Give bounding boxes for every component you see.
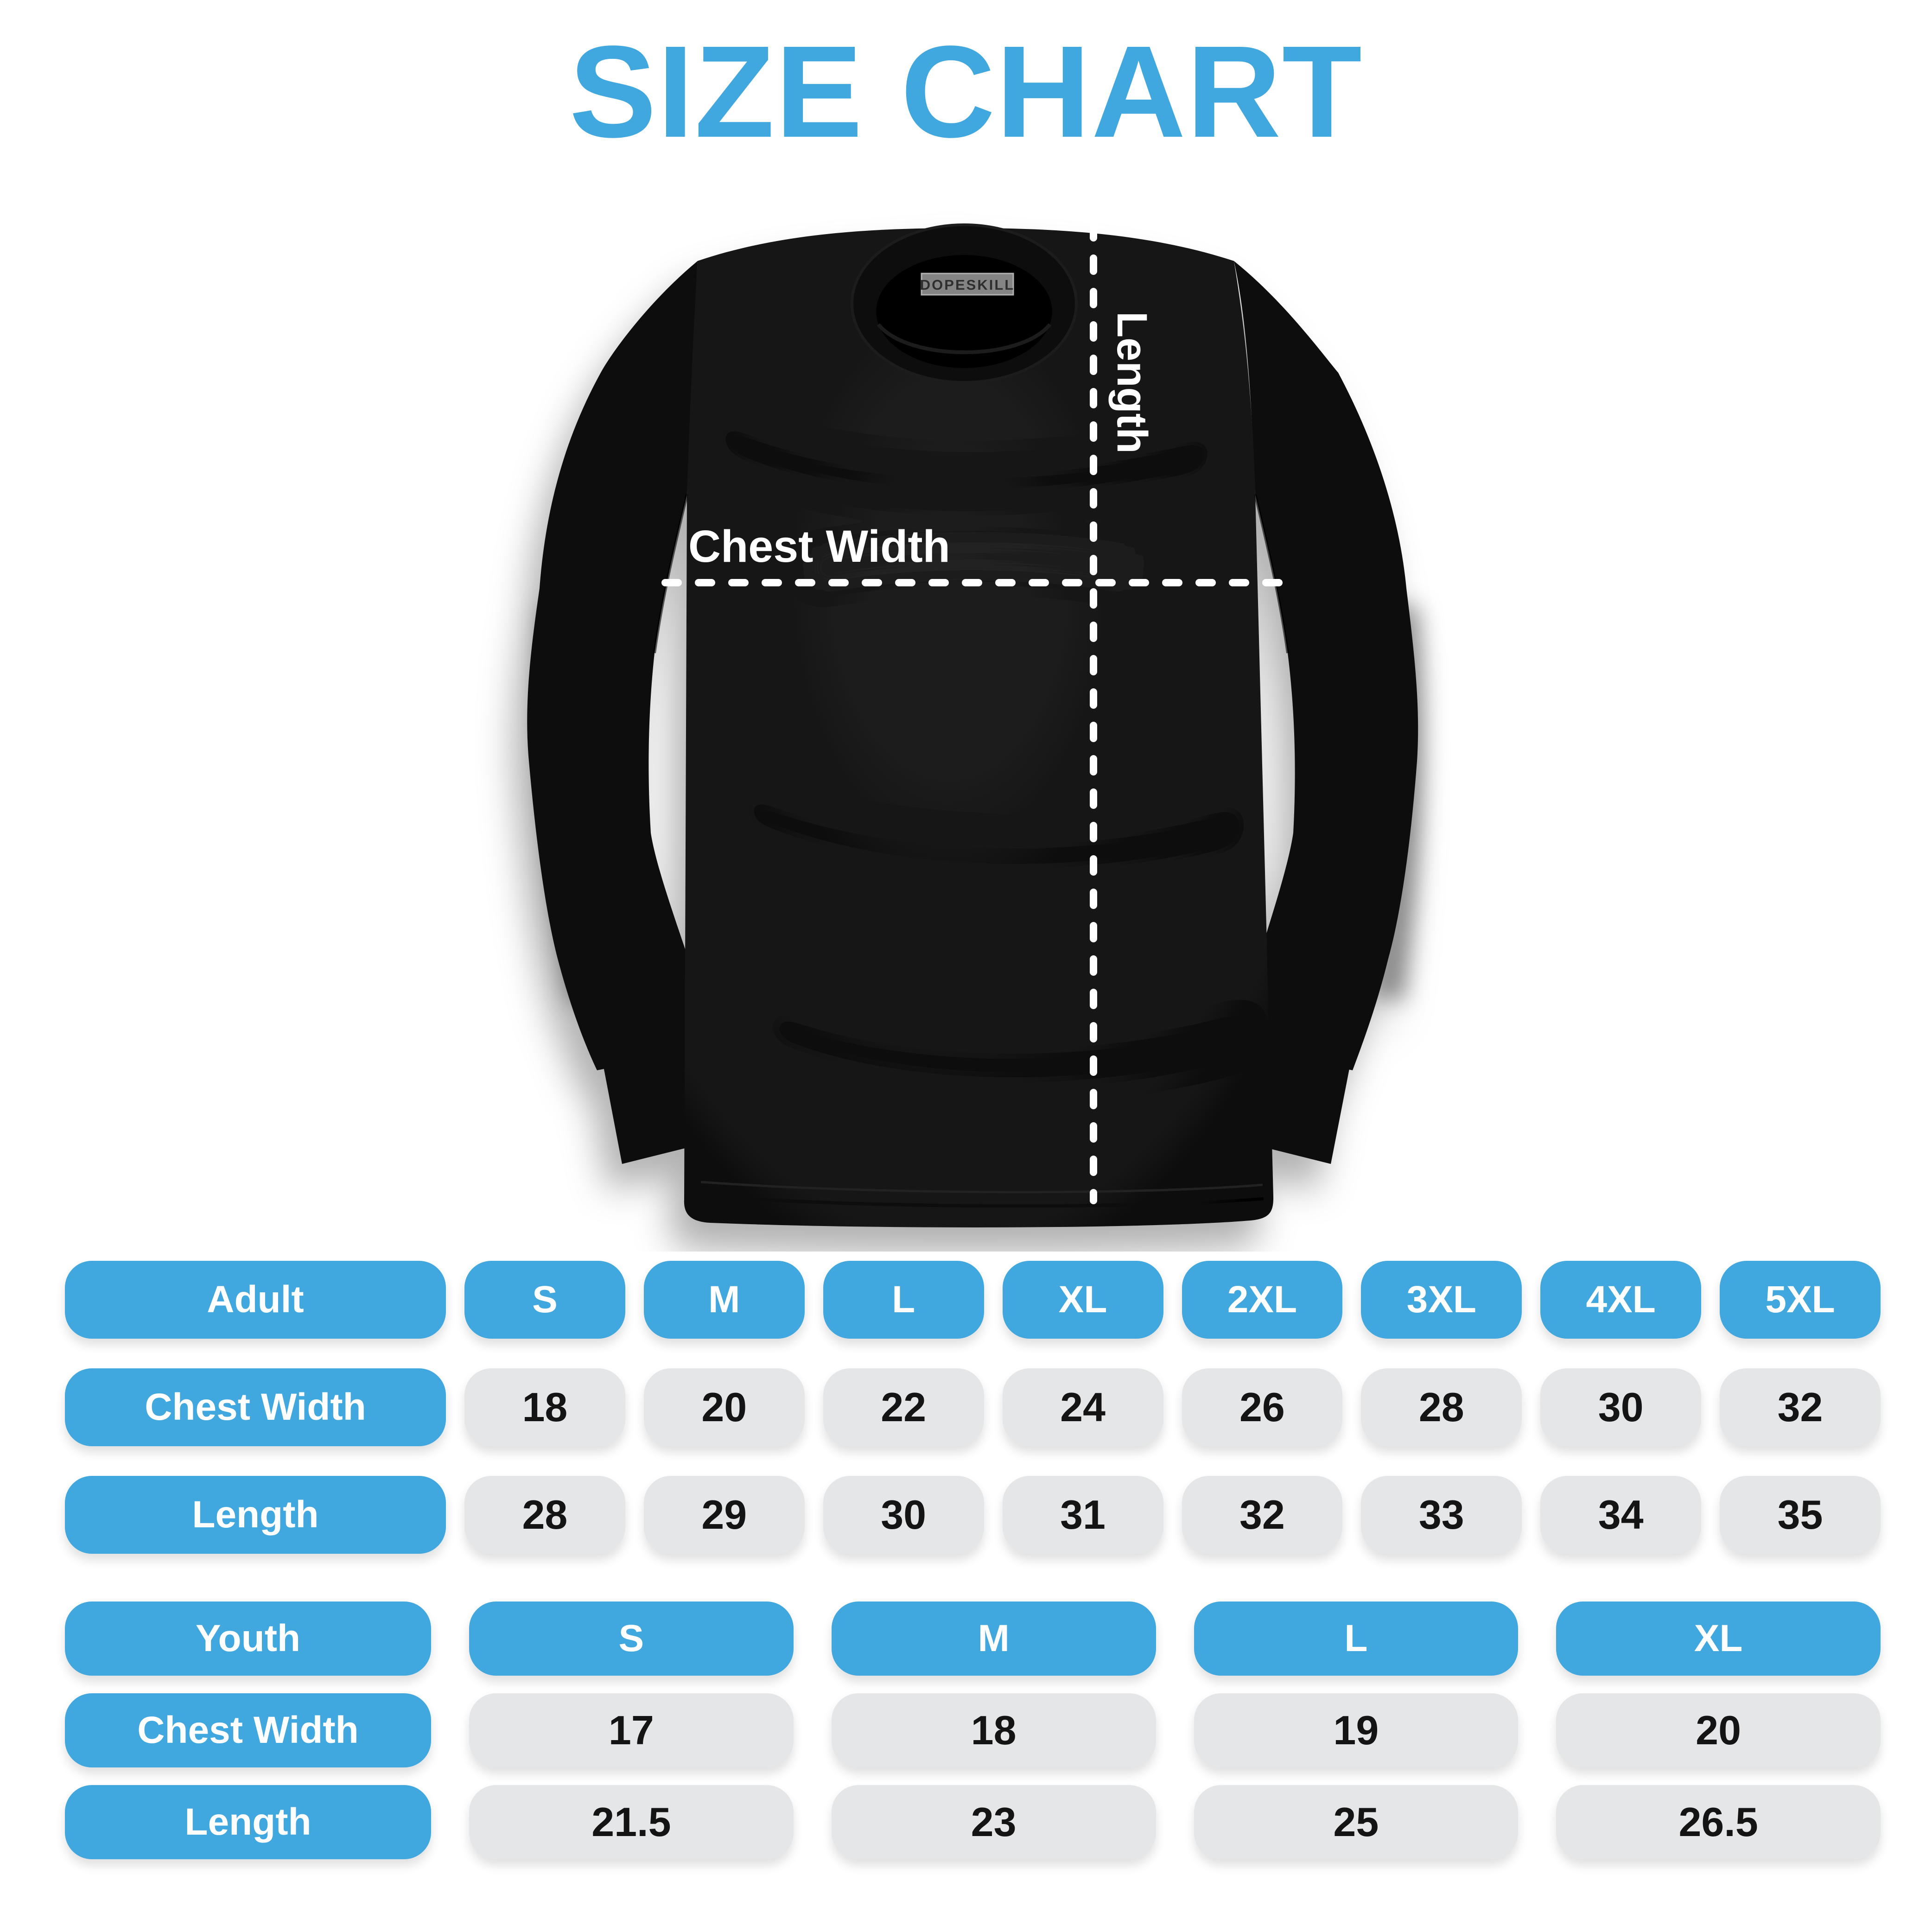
adult-chest-width-row-label: Chest Width (65, 1368, 446, 1446)
youth-length-row-label: Length (65, 1785, 431, 1859)
adult-header-label: Adult (65, 1261, 446, 1339)
adult-size-table: Adult S M L XL 2XL 3XL 4XL 5XL Chest Wid… (65, 1261, 1881, 1554)
adult-chest-width-2xl: 26 (1182, 1368, 1343, 1446)
adult-chest-width-s: 18 (464, 1368, 625, 1446)
youth-size-xl: XL (1556, 1602, 1881, 1676)
adult-chest-width-l: 22 (823, 1368, 984, 1446)
adult-chest-width-3xl: 28 (1361, 1368, 1522, 1446)
youth-chest-width-s: 17 (469, 1693, 794, 1767)
adult-size-3xl: 3XL (1361, 1261, 1522, 1339)
adult-length-l: 30 (823, 1476, 984, 1554)
youth-length-xl: 26.5 (1556, 1785, 1881, 1859)
adult-chest-width-5xl: 32 (1720, 1368, 1881, 1446)
hem-stitch (700, 1181, 1263, 1194)
collar-rib (877, 323, 1052, 354)
chest-width-label: Chest Width (688, 521, 950, 572)
adult-chest-width-4xl: 30 (1540, 1368, 1702, 1446)
adult-length-m: 29 (643, 1476, 805, 1554)
adult-length-xl: 31 (1002, 1476, 1163, 1554)
page-title: SIZE CHART (569, 19, 1363, 165)
adult-length-s: 28 (464, 1476, 625, 1554)
wrinkle-shading (541, 417, 1423, 1080)
adult-size-s: S (464, 1261, 625, 1339)
youth-size-l: L (1194, 1602, 1519, 1676)
adult-size-4xl: 4XL (1540, 1261, 1702, 1339)
length-label: Length (1108, 311, 1156, 454)
collar-outline (851, 223, 1078, 384)
youth-length-s: 21.5 (469, 1785, 794, 1859)
long-sleeve-shirt-illustration: DOPESKILL Chest Width Length (527, 221, 1423, 1227)
hem-seam (699, 1194, 1264, 1208)
youth-size-s: S (469, 1602, 794, 1676)
youth-chest-width-row-label: Chest Width (65, 1693, 431, 1767)
right-sleeve (1233, 261, 1418, 1070)
adult-size-m: M (643, 1261, 805, 1339)
youth-size-m: M (831, 1602, 1156, 1676)
youth-chest-width-xl: 20 (1556, 1693, 1881, 1767)
adult-length-3xl: 33 (1361, 1476, 1522, 1554)
adult-size-5xl: 5XL (1720, 1261, 1881, 1339)
adult-size-l: L (823, 1261, 984, 1339)
adult-chest-width-xl: 24 (1002, 1368, 1163, 1446)
youth-chest-width-m: 18 (831, 1693, 1156, 1767)
left-underarm-seam (653, 494, 688, 654)
youth-chest-width-l: 19 (1194, 1693, 1519, 1767)
adult-length-2xl: 32 (1182, 1476, 1343, 1554)
youth-length-l: 25 (1194, 1785, 1519, 1859)
shirt-body-group: DOPESKILL (527, 223, 1423, 1227)
neck-tag: DOPESKILL (920, 273, 1015, 296)
adult-length-5xl: 35 (1720, 1476, 1881, 1554)
adult-length-4xl: 34 (1540, 1476, 1702, 1554)
shirt-image: DOPESKILL Chest Width Length (417, 185, 1530, 1252)
adult-size-xl: XL (1002, 1261, 1163, 1339)
adult-size-2xl: 2XL (1182, 1261, 1343, 1339)
brand-tag-text: DOPESKILL (920, 277, 1015, 293)
right-underarm-seam (1254, 494, 1289, 654)
adult-length-row-label: Length (65, 1476, 446, 1554)
youth-size-table: Youth S M L XL Chest Width 17 18 19 20 L… (65, 1602, 1881, 1859)
youth-header-label: Youth (65, 1602, 431, 1676)
adult-chest-width-m: 20 (643, 1368, 805, 1446)
measurement-overlay: Chest Width Length (661, 221, 1288, 1204)
youth-length-m: 23 (831, 1785, 1156, 1859)
